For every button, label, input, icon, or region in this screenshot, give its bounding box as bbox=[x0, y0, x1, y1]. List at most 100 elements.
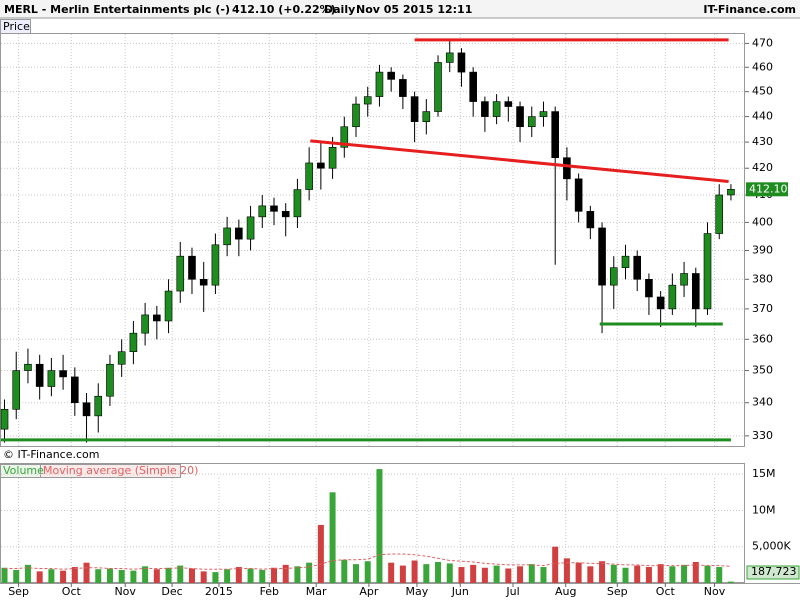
x-tick-label: Mar bbox=[306, 585, 327, 598]
candle-body bbox=[539, 111, 548, 117]
last-volume-box bbox=[746, 565, 800, 580]
volume-bar bbox=[130, 570, 137, 583]
volume-bar bbox=[552, 546, 559, 583]
candle-body bbox=[504, 101, 513, 107]
y-tick-label: 10M bbox=[752, 503, 776, 516]
candle-body bbox=[281, 211, 290, 218]
x-tick-label: Sep bbox=[607, 585, 628, 598]
volume-bar bbox=[95, 569, 102, 583]
volume-bar bbox=[270, 567, 277, 583]
candle-body bbox=[270, 205, 278, 212]
copyright: © IT-Finance.com bbox=[3, 448, 100, 461]
volume-bar bbox=[329, 492, 336, 583]
volume-bar bbox=[376, 469, 383, 583]
volume-bar bbox=[704, 565, 711, 583]
candle-body bbox=[24, 363, 32, 371]
last-volume-label: 187,723 bbox=[751, 565, 797, 578]
price-panel bbox=[0, 33, 745, 447]
candle-body bbox=[574, 178, 583, 212]
candle-body bbox=[82, 402, 91, 417]
volume-bar bbox=[341, 559, 348, 583]
y-tick-label: 360 bbox=[752, 332, 773, 345]
candle-body bbox=[141, 314, 149, 334]
candle-body bbox=[317, 162, 325, 169]
candle-body bbox=[363, 96, 372, 105]
volume-bar bbox=[212, 572, 219, 583]
candle-body bbox=[340, 126, 349, 148]
volume-bar bbox=[282, 564, 289, 583]
y-tick-label: 370 bbox=[752, 302, 773, 315]
legend-entry: Moving average (Simple 20) bbox=[43, 464, 198, 477]
volume-bar bbox=[48, 569, 55, 583]
x-tick-label: 2015 bbox=[205, 585, 233, 598]
interval: Daily bbox=[324, 3, 355, 16]
volume-bar bbox=[142, 566, 149, 583]
candle-body bbox=[410, 96, 419, 122]
moving-average bbox=[4, 553, 731, 570]
timestamp: Nov 05 2015 12:11 bbox=[356, 3, 472, 16]
candle-body bbox=[293, 189, 302, 218]
y-tick-label: 390 bbox=[752, 243, 773, 256]
volume-bar bbox=[481, 567, 488, 583]
volume-bar bbox=[423, 564, 430, 583]
volume-bar bbox=[599, 561, 606, 583]
y-tick-label: 430 bbox=[752, 135, 773, 148]
x-tick-label: Apr bbox=[359, 585, 379, 598]
volume-bar bbox=[645, 567, 652, 583]
volume-bar bbox=[493, 565, 500, 583]
volume-bar bbox=[259, 569, 266, 583]
candle-body bbox=[645, 278, 653, 298]
candle-body bbox=[551, 111, 559, 159]
candle-body bbox=[211, 244, 220, 286]
candle-body bbox=[633, 255, 642, 280]
volume-bar bbox=[60, 570, 67, 583]
y-tick-label: 450 bbox=[752, 85, 773, 98]
candle-body bbox=[164, 290, 173, 322]
volume-bar bbox=[458, 567, 465, 583]
candle-body bbox=[445, 52, 454, 63]
candle-body bbox=[399, 79, 407, 97]
volume-bar bbox=[435, 561, 442, 583]
candle-body bbox=[328, 146, 337, 169]
volume-bar bbox=[165, 567, 172, 583]
volume-bar bbox=[540, 567, 547, 583]
candle-body bbox=[680, 273, 688, 286]
candle-body bbox=[375, 71, 384, 97]
x-tick-label: Feb bbox=[260, 585, 279, 598]
candle-body bbox=[188, 255, 196, 280]
x-tick-label: May bbox=[406, 585, 429, 598]
volume-bar bbox=[106, 568, 113, 583]
trendline bbox=[310, 139, 729, 184]
volume-bar bbox=[353, 564, 360, 583]
candle-body bbox=[481, 101, 489, 117]
last-price-box bbox=[746, 182, 788, 197]
candle-body bbox=[352, 103, 360, 128]
candle-body bbox=[176, 255, 185, 292]
volume-bar bbox=[634, 565, 641, 583]
volume-bar bbox=[317, 524, 324, 583]
volume-bar bbox=[36, 571, 43, 583]
candle-body bbox=[235, 227, 243, 240]
volume-bar bbox=[470, 564, 477, 583]
candle-body bbox=[621, 255, 630, 268]
candle-body bbox=[106, 363, 114, 397]
candle-body bbox=[727, 189, 735, 196]
x-tick-label: Jul bbox=[505, 585, 519, 598]
volume-bar bbox=[294, 566, 301, 583]
candle-body bbox=[703, 233, 712, 310]
volume-bar bbox=[13, 569, 20, 583]
volume-bar bbox=[399, 565, 406, 583]
y-tick-label: 460 bbox=[752, 60, 773, 73]
candle-body bbox=[129, 332, 138, 353]
candle-body bbox=[469, 71, 477, 102]
volume-bar bbox=[153, 569, 160, 583]
volume-bar bbox=[306, 562, 313, 583]
candle-body bbox=[586, 211, 595, 229]
volume-bar bbox=[657, 564, 664, 583]
candle-body bbox=[94, 395, 103, 417]
candle-body bbox=[59, 370, 67, 378]
chart-title: MERL - Merlin Entertainments plc (-) bbox=[4, 3, 230, 16]
candle-body bbox=[563, 157, 571, 180]
volume-bar bbox=[71, 567, 78, 583]
